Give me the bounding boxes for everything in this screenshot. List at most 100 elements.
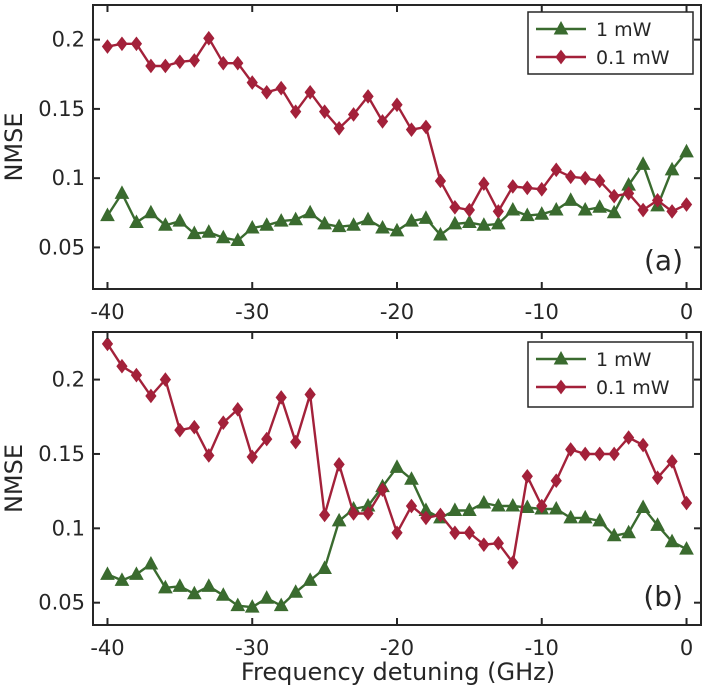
data-point bbox=[622, 186, 635, 201]
data-point bbox=[304, 84, 316, 100]
data-point bbox=[476, 217, 492, 231]
data-point bbox=[650, 517, 665, 531]
data-point bbox=[188, 53, 200, 68]
x-tick-label: -20 bbox=[380, 300, 414, 324]
data-point bbox=[159, 372, 172, 387]
legend-marker bbox=[553, 350, 569, 365]
data-point bbox=[172, 578, 188, 592]
legend-label: 0.1 mW bbox=[596, 47, 670, 69]
data-point bbox=[244, 599, 260, 613]
data-point bbox=[420, 119, 432, 135]
data-point bbox=[635, 499, 651, 514]
data-point bbox=[129, 214, 144, 229]
data-point bbox=[606, 204, 622, 219]
x-tick-label: -40 bbox=[90, 636, 124, 660]
data-point bbox=[462, 502, 477, 516]
data-point bbox=[360, 211, 376, 226]
legend-label: 0.1 mW bbox=[596, 377, 670, 399]
y-tick-label: 0.05 bbox=[38, 591, 85, 615]
data-point bbox=[261, 431, 273, 447]
y-tick-label: 0.15 bbox=[38, 97, 85, 121]
data-point bbox=[376, 482, 389, 497]
data-point bbox=[594, 446, 606, 462]
data-point bbox=[215, 587, 231, 601]
data-point bbox=[594, 173, 606, 189]
x-tick-label: -40 bbox=[90, 300, 124, 324]
data-point bbox=[391, 525, 403, 541]
data-point bbox=[158, 579, 173, 594]
data-point bbox=[288, 584, 304, 598]
data-point bbox=[680, 495, 693, 511]
data-point bbox=[389, 222, 405, 237]
data-point bbox=[478, 176, 490, 192]
data-point bbox=[217, 55, 229, 71]
x-tick-label: -20 bbox=[380, 636, 414, 660]
data-point bbox=[608, 446, 620, 462]
data-point bbox=[449, 199, 461, 215]
data-point bbox=[548, 201, 564, 216]
data-point bbox=[101, 39, 114, 54]
data-point bbox=[548, 500, 564, 515]
data-point bbox=[433, 226, 448, 241]
x-tick-label: 0 bbox=[680, 300, 693, 324]
legend-box bbox=[527, 341, 694, 408]
data-point bbox=[288, 211, 304, 226]
y-axis-label: NMSE bbox=[0, 444, 28, 513]
data-point bbox=[651, 193, 664, 208]
data-point bbox=[534, 206, 550, 220]
data-point bbox=[273, 213, 289, 227]
data-point bbox=[404, 213, 419, 227]
data-point bbox=[405, 122, 418, 138]
data-point bbox=[259, 217, 275, 231]
data-point bbox=[563, 509, 579, 524]
data-point bbox=[550, 162, 562, 178]
data-point bbox=[188, 419, 200, 435]
data-point bbox=[318, 507, 331, 523]
data-point bbox=[577, 509, 593, 524]
data-point bbox=[680, 197, 693, 212]
legend-label: 1 mW bbox=[596, 349, 652, 371]
data-point bbox=[507, 179, 519, 194]
data-point bbox=[347, 506, 360, 521]
data-point bbox=[389, 459, 405, 473]
data-point bbox=[519, 207, 535, 222]
x-tick-label: -10 bbox=[525, 300, 559, 324]
data-point bbox=[130, 367, 143, 383]
data-point bbox=[331, 218, 347, 233]
data-point bbox=[275, 80, 287, 96]
legend-label: 1 mW bbox=[596, 19, 652, 41]
data-point bbox=[418, 210, 434, 224]
data-point bbox=[143, 204, 159, 219]
data-point bbox=[100, 566, 115, 580]
data-point bbox=[637, 437, 649, 453]
data-point bbox=[362, 506, 374, 521]
data-point bbox=[261, 84, 273, 100]
data-point bbox=[492, 204, 504, 219]
data-point bbox=[664, 533, 680, 548]
data-point bbox=[302, 572, 318, 586]
data-point bbox=[174, 422, 186, 438]
legend-marker bbox=[555, 49, 567, 65]
data-point bbox=[129, 566, 144, 580]
panel-b: -40 -30 -20 -10 0 0.05 0.1 0.15 0.2 NMSE 1 mW 0.1 m… bbox=[0, 331, 702, 660]
data-point bbox=[592, 512, 608, 527]
data-point bbox=[679, 143, 694, 158]
data-point bbox=[664, 161, 680, 176]
data-point bbox=[290, 434, 302, 450]
data-point bbox=[159, 58, 172, 74]
data-point bbox=[462, 214, 477, 229]
data-point bbox=[592, 199, 608, 213]
data-point bbox=[174, 54, 186, 70]
data-point bbox=[666, 454, 678, 469]
data-point bbox=[679, 541, 694, 555]
data-point bbox=[273, 597, 289, 612]
data-point bbox=[449, 525, 461, 541]
data-point bbox=[158, 217, 173, 231]
data-point bbox=[635, 156, 651, 170]
panel-a: -40 -30 -20 -10 0 0.05 0.1 0.15 0.2 NMSE 1 mW 0.1 m… bbox=[0, 4, 702, 324]
data-point bbox=[186, 225, 202, 240]
data-point bbox=[302, 204, 318, 219]
data-point bbox=[463, 202, 476, 218]
data-point bbox=[331, 512, 347, 527]
y-tick-label: 0.1 bbox=[52, 166, 85, 190]
